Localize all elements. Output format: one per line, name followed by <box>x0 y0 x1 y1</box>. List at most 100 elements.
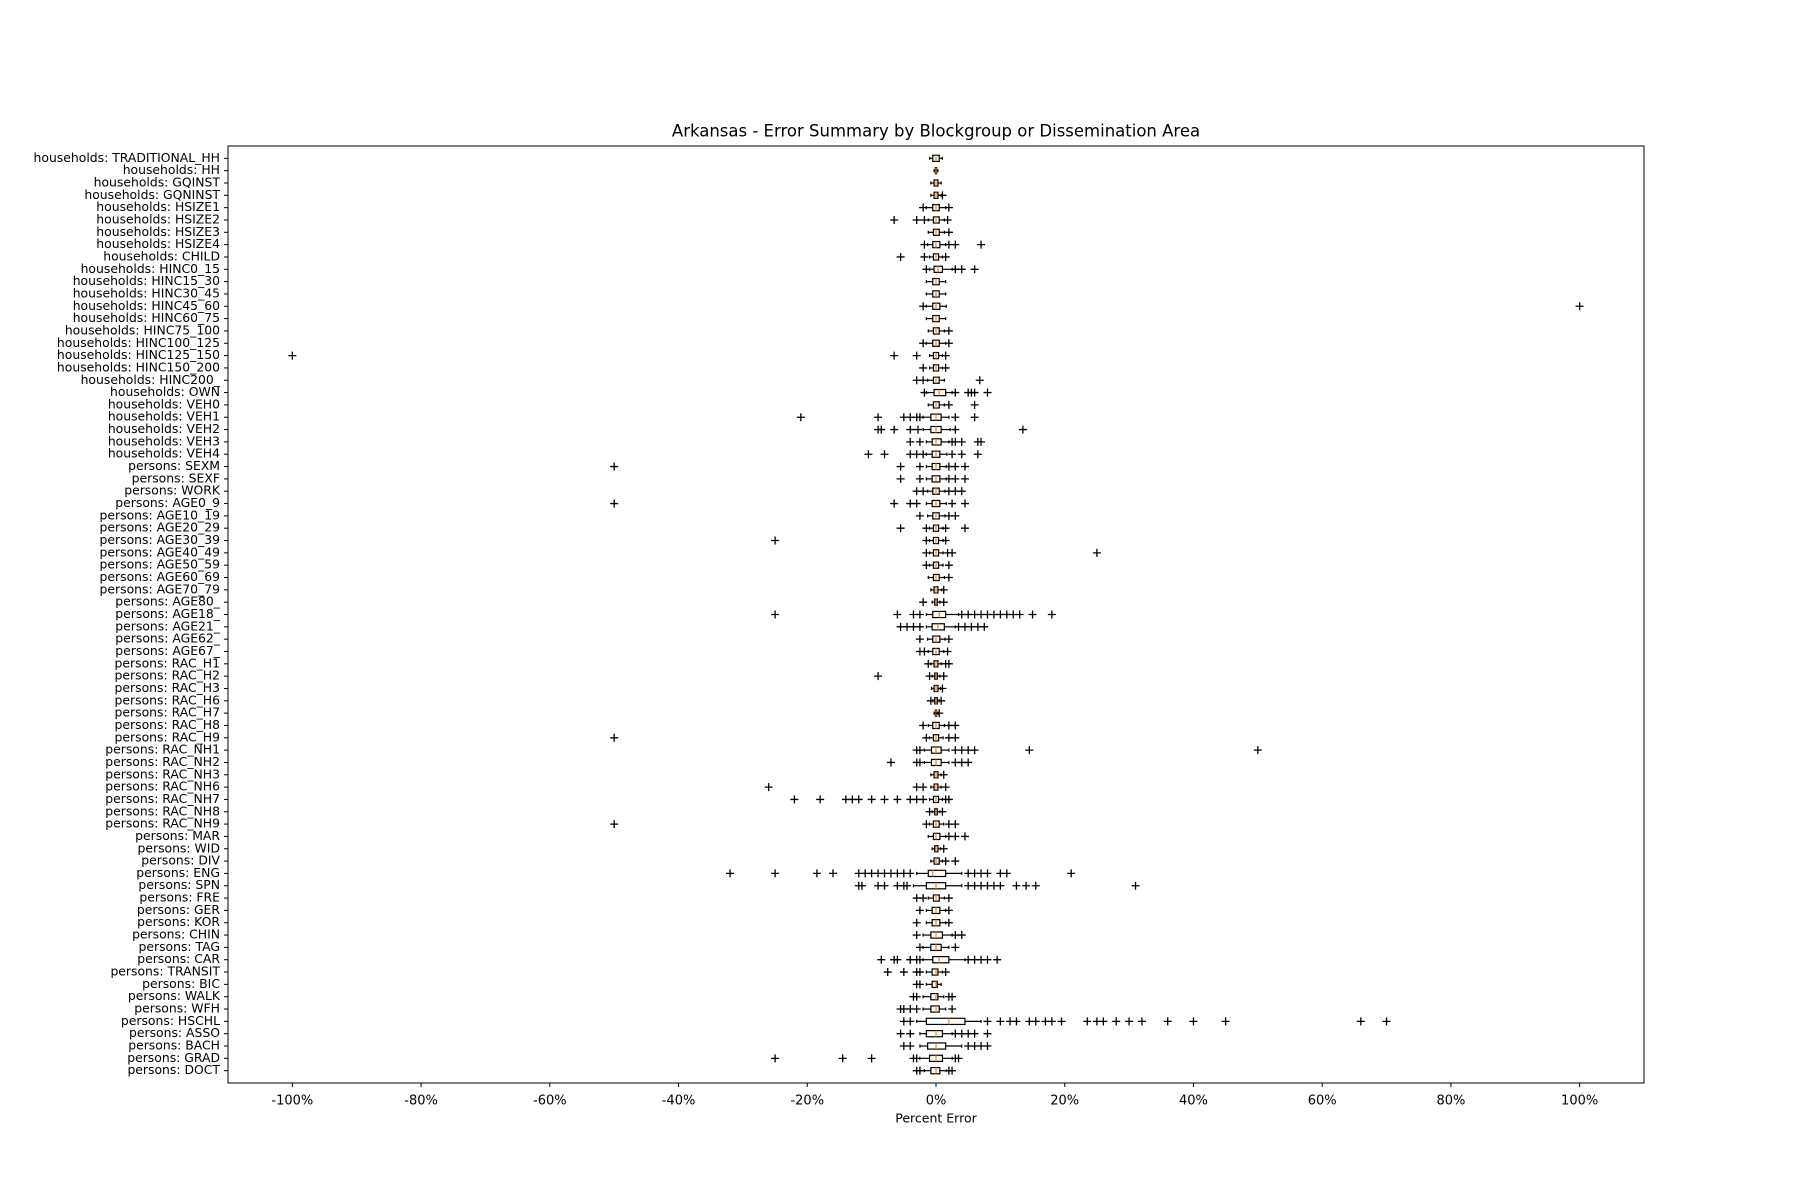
outlier <box>920 388 929 397</box>
box <box>933 388 947 397</box>
y-tick-label: households: GQNINST <box>84 187 220 202</box>
outlier <box>939 585 948 594</box>
y-tick-label: persons: DOCT <box>127 1062 220 1077</box>
y-tick-label: households: HINC15_30 <box>73 273 220 288</box>
outlier <box>973 450 982 459</box>
outlier <box>951 474 960 483</box>
y-tick-label: persons: RAC_NH7 <box>105 791 220 806</box>
outlier <box>944 795 953 804</box>
y-tick-label: persons: AGE60_69 <box>100 569 221 584</box>
outlier <box>915 413 924 422</box>
outlier <box>288 351 297 360</box>
box <box>930 993 939 1001</box>
outlier <box>1018 425 1027 434</box>
outlier <box>896 524 905 533</box>
outlier <box>983 388 992 397</box>
outlier <box>915 746 924 755</box>
outlier <box>915 968 924 977</box>
outlier <box>960 832 969 841</box>
outlier <box>954 1054 963 1063</box>
outlier <box>983 955 992 964</box>
outlier <box>796 413 805 422</box>
y-tick-label: persons: RAC_NH8 <box>105 803 220 818</box>
outlier <box>915 610 924 619</box>
outlier <box>912 931 921 940</box>
y-tick-label: persons: SEXF <box>132 470 220 485</box>
outlier <box>890 425 899 434</box>
y-tick-label: households: HH <box>123 162 220 177</box>
outlier <box>980 622 989 631</box>
outlier <box>1015 610 1024 619</box>
y-tick-label: persons: AGE20_29 <box>100 520 221 535</box>
outlier <box>1221 1017 1230 1026</box>
y-tick-label: persons: GER <box>137 902 220 917</box>
outlier <box>919 783 928 792</box>
outlier <box>983 869 992 878</box>
outlier <box>854 795 863 804</box>
outlier <box>977 437 986 446</box>
outlier <box>880 450 889 459</box>
y-tick-label: persons: AGE0_9 <box>115 495 220 510</box>
y-tick-label: households: HINC0_15 <box>81 261 220 276</box>
box <box>930 1005 940 1013</box>
outlier <box>880 795 889 804</box>
outlier <box>915 511 924 520</box>
outlier <box>610 733 619 742</box>
y-tick-label: households: VEH0 <box>108 396 220 411</box>
outlier <box>941 968 950 977</box>
y-tick-label: persons: RAC_H2 <box>115 668 220 683</box>
outlier <box>922 561 931 570</box>
outlier <box>941 783 950 792</box>
outlier <box>922 265 931 274</box>
outlier <box>1163 1017 1172 1026</box>
outlier <box>983 1042 992 1051</box>
x-tick-label: 100% <box>1561 1094 1598 1109</box>
outlier <box>906 437 915 446</box>
y-tick-label: households: HSIZE4 <box>96 236 220 251</box>
outlier <box>1356 1017 1365 1026</box>
outlier <box>915 462 924 471</box>
outlier <box>899 968 908 977</box>
outlier <box>919 598 928 607</box>
y-tick-label: households: VEH2 <box>108 421 220 436</box>
outlier <box>920 252 929 261</box>
outlier <box>1012 1017 1021 1026</box>
outlier <box>867 795 876 804</box>
outlier <box>893 955 902 964</box>
outlier <box>944 906 953 915</box>
outlier <box>957 437 966 446</box>
outlier <box>970 746 979 755</box>
outlier <box>913 425 922 434</box>
y-tick-label: persons: TRANSIT <box>110 964 220 979</box>
outlier <box>922 536 931 545</box>
outlier <box>1012 881 1021 890</box>
outlier <box>944 326 953 335</box>
outlier <box>944 561 953 570</box>
outlier <box>960 462 969 471</box>
y-tick-label: persons: RAC_H8 <box>115 717 221 732</box>
y-tick-label: households: VEH3 <box>108 433 220 448</box>
x-tick-label: 60% <box>1308 1094 1337 1109</box>
outlier <box>893 610 902 619</box>
box <box>931 980 938 989</box>
y-tick-label: persons: GRAD <box>127 1050 220 1065</box>
outlier <box>874 413 883 422</box>
outlier <box>951 240 960 249</box>
x-tick-label: -20% <box>790 1094 824 1109</box>
box <box>931 438 942 446</box>
y-tick-label: households: HINC45_60 <box>73 298 220 313</box>
outlier <box>919 339 928 348</box>
outlier <box>960 474 969 483</box>
x-tick-label: -40% <box>662 1094 696 1109</box>
outlier <box>726 869 735 878</box>
outlier <box>915 437 924 446</box>
y-tick-label: persons: RAC_H6 <box>115 692 221 707</box>
outlier <box>960 499 969 508</box>
outlier <box>948 992 957 1001</box>
y-tick-label: persons: BIC <box>142 976 220 991</box>
outlier <box>983 1017 992 1026</box>
outlier <box>943 647 952 656</box>
outlier <box>925 807 934 816</box>
